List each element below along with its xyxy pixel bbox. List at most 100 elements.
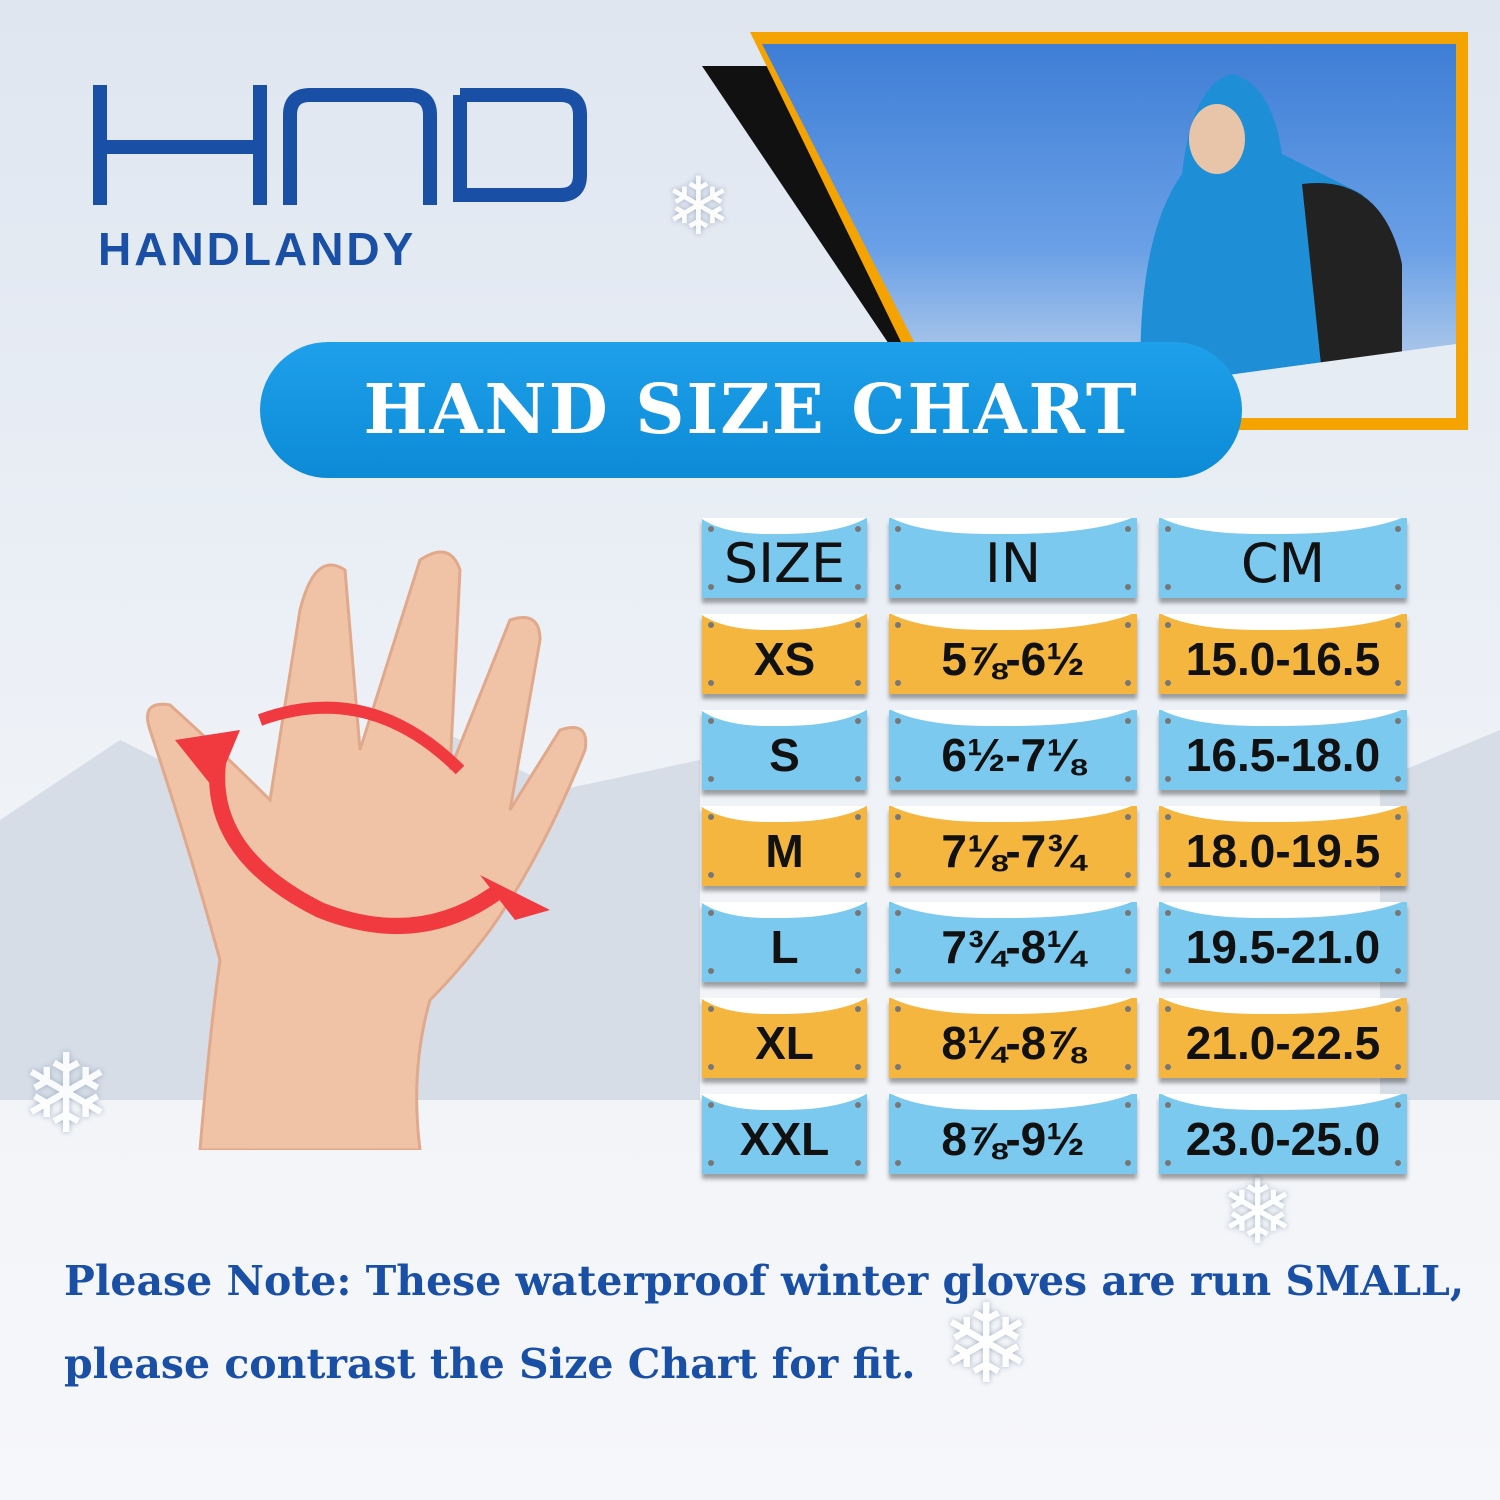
rivet-dot (895, 1160, 901, 1166)
header-size: SIZE (702, 518, 867, 598)
rivet-dot (855, 776, 861, 782)
cell-value: 8¼-8⅞ (941, 1017, 1085, 1069)
snowflake-icon: ❄ (1220, 1160, 1296, 1265)
rivet-dot (855, 718, 861, 724)
rivet-dot (708, 1006, 714, 1012)
rivet-dot (708, 1064, 714, 1070)
rivet-dot (708, 872, 714, 878)
rivet-dot (895, 622, 901, 628)
rivet-dot (708, 718, 714, 724)
rivet-dot (1125, 1160, 1131, 1166)
rivet-dot (1165, 1006, 1171, 1012)
table-cell-in: 7⅛-7¾ (889, 806, 1137, 886)
rivet-dot (1395, 1064, 1401, 1070)
table-cell-in: 6½-7⅛ (889, 710, 1137, 790)
handlandy-logo-mark (93, 85, 587, 205)
rivet-dot (855, 910, 861, 916)
rivet-dot (895, 814, 901, 820)
note-line-2: please contrast the Size Chart for fit. (64, 1340, 916, 1388)
rivet-dot (1165, 776, 1171, 782)
table-cell-in: 5⅞-6½ (889, 614, 1137, 694)
rivet-dot (895, 1006, 901, 1012)
cell-value: XS (753, 633, 816, 685)
rivet-dot (1165, 1064, 1171, 1070)
table-cell-cm: 15.0-16.5 (1159, 614, 1407, 694)
cell-value: L (770, 921, 799, 973)
rivet-dot (708, 1102, 714, 1108)
rivet-dot (1125, 622, 1131, 628)
rivet-dot (708, 910, 714, 916)
snowflake-icon: ❄ (940, 1280, 1033, 1408)
size-table: SIZE IN CM XS 5⅞-6½ 15.0-16.5 S 6½-7⅛ 16.5-18… (702, 518, 1407, 1174)
cell-value: 7⅛-7¾ (941, 825, 1085, 877)
table-cell-in: 7¾-8¼ (889, 902, 1137, 982)
table-cell-cm: 21.0-22.5 (1159, 998, 1407, 1078)
rivet-dot (1165, 968, 1171, 974)
rivet-dot (895, 718, 901, 724)
rivet-dot (1165, 1160, 1171, 1166)
rivet-dot (1165, 872, 1171, 878)
table-cell-size: XXL (702, 1094, 867, 1174)
rivet-dot (1125, 814, 1131, 820)
rivet-dot (1165, 814, 1171, 820)
rivet-dot (1395, 910, 1401, 916)
rivet-dot (1395, 1160, 1401, 1166)
rivet-dot (895, 872, 901, 878)
rivet-dot (1395, 872, 1401, 878)
rivet-dot (1395, 814, 1401, 820)
rivet-dot (855, 814, 861, 820)
rivet-dot (1165, 1102, 1171, 1108)
table-cell-in: 8¼-8⅞ (889, 998, 1137, 1078)
cell-value: 6½-7⅛ (941, 729, 1085, 781)
rivet-dot (1125, 1006, 1131, 1012)
rivet-dot (855, 622, 861, 628)
rivet-dot (855, 1102, 861, 1108)
sizing-note: Please Note: These waterproof winter glo… (64, 1240, 1484, 1406)
cell-value: 5⅞-6½ (941, 633, 1085, 685)
header-cm: CM (1159, 518, 1407, 598)
rivet-dot (1395, 526, 1401, 532)
header-label: IN (984, 531, 1042, 595)
cell-value: XL (755, 1017, 814, 1069)
rivet-dot (1125, 526, 1131, 532)
rivet-dot (708, 1160, 714, 1166)
cell-value: M (765, 825, 804, 877)
snowflake-icon: ❄ (665, 160, 733, 253)
cell-value: 16.5-18.0 (1185, 729, 1381, 781)
rivet-dot (708, 968, 714, 974)
rivet-dot (708, 622, 714, 628)
rivet-dot (1125, 1102, 1131, 1108)
table-cell-in: 8⅞-9½ (889, 1094, 1137, 1174)
rivet-dot (1395, 1102, 1401, 1108)
hand-measurement-illustration (146, 550, 588, 1150)
cell-value: 19.5-21.0 (1185, 921, 1381, 973)
note-line-1: Please Note: These waterproof winter glo… (64, 1257, 1465, 1305)
rivet-dot (855, 872, 861, 878)
header-in: IN (889, 518, 1137, 598)
table-cell-size: L (702, 902, 867, 982)
rivet-dot (855, 1064, 861, 1070)
cell-value: XXL (739, 1113, 830, 1165)
rivet-dot (1165, 584, 1171, 590)
rivet-dot (895, 1102, 901, 1108)
rivet-dot (1125, 584, 1131, 590)
rivet-dot (1395, 776, 1401, 782)
rivet-dot (708, 526, 714, 532)
rivet-dot (708, 814, 714, 820)
rivet-dot (1125, 1064, 1131, 1070)
rivet-dot (1125, 680, 1131, 686)
cell-value: 21.0-22.5 (1185, 1017, 1381, 1069)
table-cell-size: XS (702, 614, 867, 694)
rivet-dot (855, 968, 861, 974)
rivet-dot (1395, 968, 1401, 974)
measurement-arrow-icon (175, 701, 550, 934)
rivet-dot (708, 680, 714, 686)
rivet-dot (1125, 776, 1131, 782)
cell-value: 23.0-25.0 (1185, 1113, 1381, 1165)
rivet-dot (708, 776, 714, 782)
rivet-dot (895, 776, 901, 782)
rivet-dot (1165, 910, 1171, 916)
rivet-dot (1165, 680, 1171, 686)
table-cell-cm: 19.5-21.0 (1159, 902, 1407, 982)
cell-value: 8⅞-9½ (941, 1113, 1085, 1165)
